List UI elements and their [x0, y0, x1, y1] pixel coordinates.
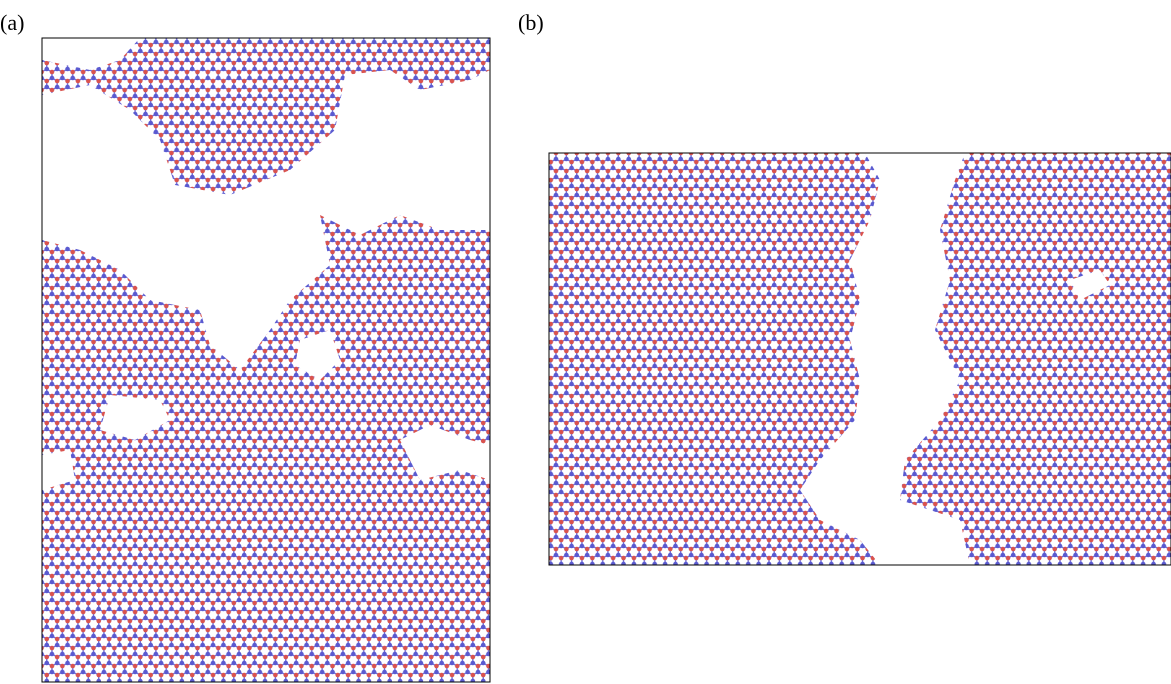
- figure: (a) (b): [0, 0, 1171, 684]
- snapshot-b: [549, 153, 1171, 565]
- panel-label: (a): [0, 10, 24, 35]
- page: (a) (b) (() => { const data = JSON.parse…: [0, 0, 1171, 684]
- panel-label: (b): [518, 10, 544, 35]
- snapshot-a: [42, 38, 490, 682]
